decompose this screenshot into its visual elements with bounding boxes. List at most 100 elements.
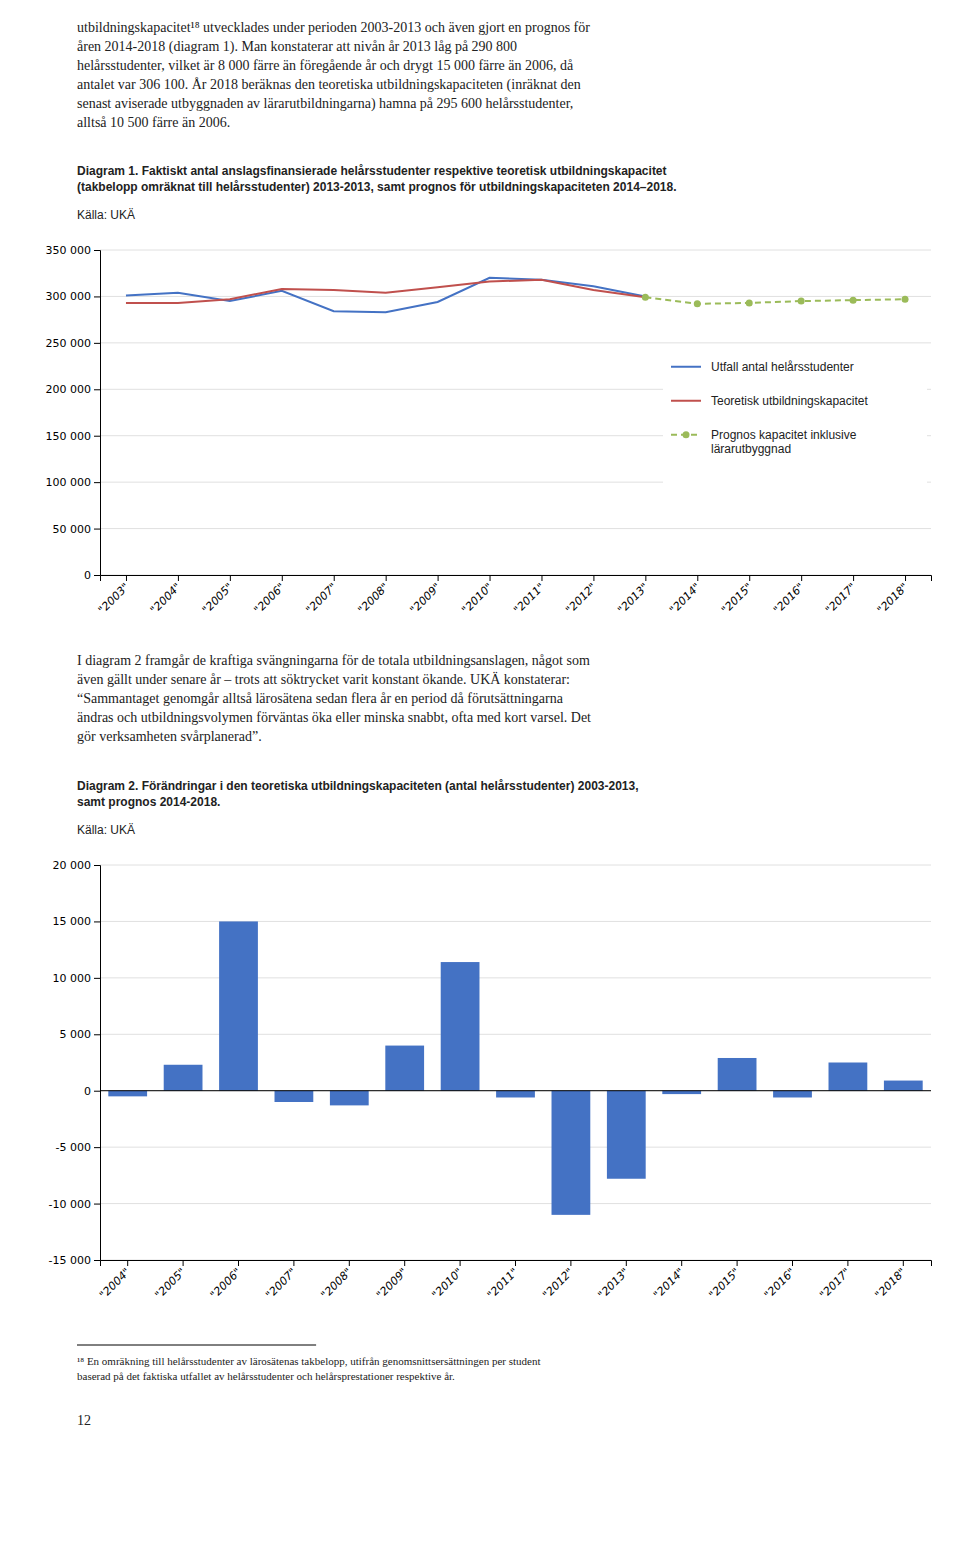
x-tick: "2018" [873,1260,909,1302]
bar [662,1091,701,1094]
plot-area [126,278,909,312]
bar [385,1046,424,1091]
x-tick-label: "2012" [540,1266,576,1302]
bar [884,1081,923,1091]
y-tick-mark [94,389,100,390]
axis-domain [101,576,932,582]
marker [902,296,909,303]
bar [718,1058,757,1091]
y-tick: 0 [84,1085,100,1098]
x-tick-mark [334,575,335,581]
x-tick-label: "2008" [319,1266,355,1302]
marker [798,298,805,305]
x-tick-label: "2008" [355,581,391,617]
y-tick-mark [94,436,100,437]
bar [829,1063,868,1091]
y-tick: -5 000 [56,1141,100,1154]
x-tick-mark [282,575,283,581]
x-tick: "2010" [429,1260,465,1302]
footnote-rule [77,1345,316,1346]
x-tick: "2009" [407,575,443,617]
bar [275,1091,314,1102]
x-tick: "2008" [355,575,391,617]
marker [850,297,857,304]
y-tick: 100 000 [46,476,101,489]
x-tick: "2012" [540,1260,576,1302]
line [126,278,645,312]
y-tick-mark [94,1204,100,1205]
x-axis: "2004""2005""2006""2007""2008""2009""201… [97,1260,932,1302]
x-tick-mark [386,575,387,581]
x-tick: "2015" [719,575,755,617]
x-tick-label: "2016" [762,1266,798,1302]
y-tick-label: -15 000 [49,1254,91,1267]
grid-line [100,1090,931,1091]
x-tick-mark [570,1260,571,1266]
y-tick-mark [94,575,100,576]
y-tick-mark [94,978,100,979]
axis-domain [94,251,101,576]
grid-line [100,1147,931,1148]
body-text: I diagram 2 framgår de kraftiga svängnin… [77,653,591,744]
y-tick-mark [94,343,100,344]
y-tick-mark [94,529,100,530]
y-tick: 50 000 [53,523,101,536]
y-tick-mark [94,921,100,922]
line [645,297,905,304]
x-tick-mark [645,575,646,581]
bar [773,1091,812,1098]
grid-line [100,250,931,251]
x-tick-mark [853,575,854,581]
y-tick: -10 000 [49,1198,100,1211]
legend-label: Utfall antal helårsstudenter [711,360,854,374]
y-tick-label: -10 000 [49,1198,91,1211]
axis-domain [94,866,101,1261]
legend-item: Teoretisk utbildningskapacitet [671,394,868,408]
chart-source: Källa: UKÄ [77,823,135,837]
x-tick-label: "2017" [823,581,859,617]
grid-line [100,296,931,297]
y-tick-label: 0 [84,1085,91,1098]
x-tick-label: "2004" [148,581,184,617]
x-tick-label: "2006" [208,1266,244,1302]
x-tick-mark [126,575,127,581]
x-tick-label: "2003" [96,581,132,617]
chart: Diagram 2. Förändringar i den teoretiska… [49,779,932,1302]
x-tick-label: "2017" [817,1266,853,1302]
x-tick-mark [541,575,542,581]
x-tick: "2003" [96,575,132,617]
x-tick-mark [438,575,439,581]
y-tick: 150 000 [46,430,101,443]
y-tick-mark [94,482,100,483]
x-tick-mark [178,575,179,581]
x-tick: "2017" [823,575,859,617]
y-tick-label: 10 000 [53,972,92,985]
y-tick: 0 [84,569,100,582]
y-tick-label: 100 000 [46,476,92,489]
y-tick: 15 000 [53,915,101,928]
body-text: utbildningskapacitet¹⁸ utvecklades under… [77,20,590,130]
chart-title: Diagram 2. Förändringar i den teoretiska… [77,779,639,809]
y-tick-mark [94,1091,100,1092]
x-tick: "2009" [374,1260,410,1302]
x-tick-mark [238,1260,239,1266]
x-tick: "2016" [771,575,807,617]
x-tick-label: "2005" [200,581,236,617]
x-tick-label: "2010" [429,1266,465,1302]
bar [607,1091,646,1179]
grid-line [100,528,931,529]
marker [746,299,753,306]
y-tick-label: 50 000 [53,523,92,536]
x-tick-mark [490,575,491,581]
x-tick-mark [626,1260,627,1266]
x-tick: "2013" [596,1260,632,1302]
x-tick-mark [697,575,698,581]
grid [100,250,931,575]
y-tick-label: 300 000 [46,290,92,303]
x-tick: "2016" [762,1260,798,1302]
page-number: 12 [77,1413,91,1428]
x-tick: "2014" [667,575,703,617]
x-tick: "2018" [875,575,911,617]
x-tick-label: "2009" [407,581,443,617]
x-tick-label: "2015" [706,1266,742,1302]
